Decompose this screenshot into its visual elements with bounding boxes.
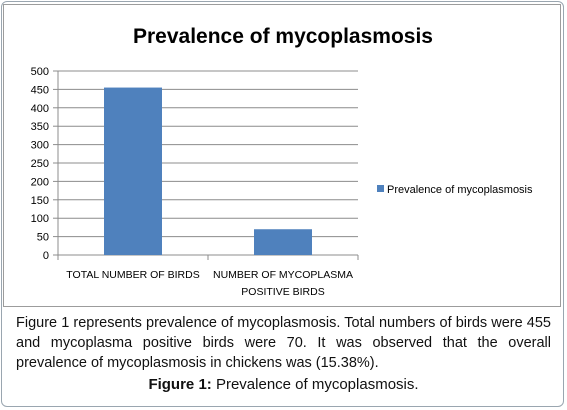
y-tick-label: 0 <box>43 250 49 262</box>
chart-title: Prevalence of mycoplasmosis <box>133 25 433 48</box>
y-tick-label: 350 <box>31 121 49 133</box>
x-tick-label: POSITIVE BIRDS <box>241 286 324 298</box>
y-tick-label: 300 <box>31 140 49 152</box>
y-tick-label: 450 <box>31 84 49 96</box>
figure-label: Figure 1: <box>148 376 212 393</box>
figure-caption: Figure 1: Prevalence of mycoplasmosis. <box>0 376 567 393</box>
y-tick-label: 400 <box>31 103 49 115</box>
y-tick-label: 100 <box>31 213 49 225</box>
y-tick-label: 500 <box>31 66 49 78</box>
caption-paragraph: Figure 1 represents prevalence of mycopl… <box>16 315 551 371</box>
x-tick-label: TOTAL NUMBER OF BIRDS <box>66 269 199 281</box>
legend-swatch <box>377 185 384 192</box>
x-tick-label: NUMBER OF MYCOPLASMA <box>213 269 353 281</box>
chart-area: Prevalence of mycoplasmosis 0 50 100 150 200… <box>3 4 561 307</box>
y-tick-label: 150 <box>31 195 49 207</box>
bar <box>104 87 162 255</box>
figure-title: Prevalence of mycoplasmosis. <box>215 376 419 393</box>
bar <box>254 229 312 255</box>
chart-plot: 0 50 100 150 200 250 300 350 400 450 500 TOTAL NUMB… <box>31 66 533 298</box>
legend-label: Prevalence of mycoplasmosis <box>387 184 533 196</box>
y-tick-label: 50 <box>37 232 49 244</box>
y-tick-label: 200 <box>31 176 49 188</box>
y-tick-label: 250 <box>31 158 49 170</box>
